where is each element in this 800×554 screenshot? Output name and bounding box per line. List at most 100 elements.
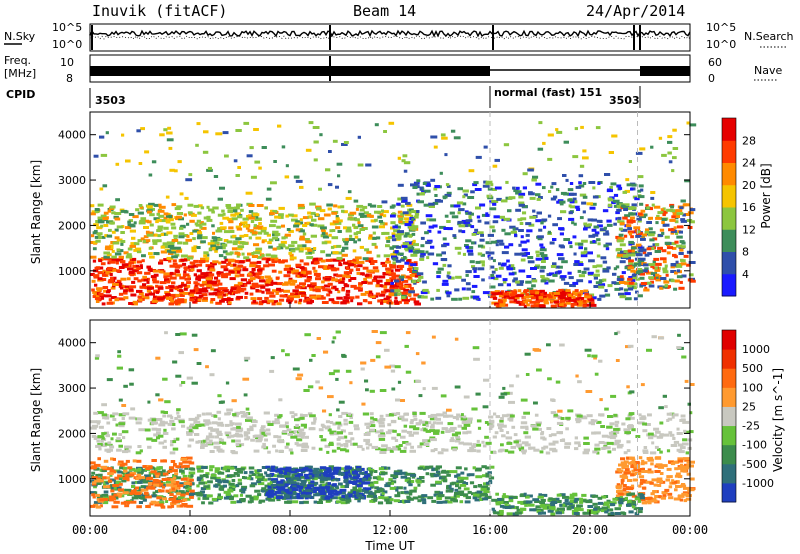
power-cell [366,250,372,254]
power-cell [536,197,541,201]
velocity-cell [364,487,372,491]
power-cell [171,226,177,230]
power-cell [358,212,365,216]
power-cell [568,217,575,221]
power-cell [422,182,427,185]
velocity-cell [405,477,411,481]
power-cell [588,181,596,184]
power-cell [558,227,565,231]
velocity-cell [427,496,434,500]
power-cell [219,186,225,190]
velocity-cell [397,469,403,473]
power-cell [392,225,398,229]
power-cell [408,265,413,269]
power-cell [388,121,395,125]
velocity-cell [185,489,190,493]
power-cell [284,264,291,268]
beam-title: Beam 14 [353,2,416,20]
power-cell [347,263,354,267]
velocity-cell [193,418,198,422]
power-cell [535,219,542,223]
velocity-cell [469,481,475,485]
power-cell [391,234,396,238]
power-cell [310,282,317,286]
power-cell [491,200,499,203]
power-cell [344,284,350,288]
power-cell [233,159,238,163]
power-cell [624,281,631,285]
velocity-cell [678,443,684,447]
velocity-cell [645,423,651,426]
power-cell [461,287,466,291]
velocity-cell [324,496,331,500]
velocity-cell [126,445,132,449]
velocity-cell [277,495,284,499]
velocity-cell [146,479,150,483]
power-cell [288,229,294,233]
velocity-cell [196,484,200,488]
power-cell [671,215,677,219]
velocity-cell [459,500,464,504]
power-cell [397,197,402,201]
velocity-cell [368,483,375,487]
velocity-cell [637,421,645,425]
power-cell [675,260,679,264]
power-cell [268,245,273,249]
velocity-cell [384,498,390,502]
power-cell [187,275,191,279]
colorbar-tick-label: 16 [742,201,756,214]
power-cell [303,299,310,303]
power-cell [669,218,676,222]
velocity-cell [94,491,98,495]
velocity-cell [94,467,100,471]
velocity-cell [264,438,268,442]
power-cell [214,276,219,280]
velocity-cell [357,487,362,491]
velocity-cell [318,476,326,479]
power-cell [525,222,532,226]
power-cell [335,279,341,283]
power-cell [396,278,403,282]
velocity-cell [386,448,393,451]
power-cell [605,230,609,234]
velocity-cell [420,428,424,432]
velocity-cell [615,430,620,434]
power-cell [264,296,269,300]
velocity-cell [320,438,327,442]
velocity-cell [188,467,194,471]
power-cell [253,224,257,228]
power-cell [625,224,632,228]
power-cell [417,295,422,299]
power-cell [565,178,569,182]
power-cell [336,251,343,255]
power-cell [148,292,155,296]
velocity-cell [294,418,300,422]
power-cell [390,281,394,285]
power-cell [224,154,229,158]
power-cell [235,225,242,229]
velocity-cell [220,423,225,427]
power-cell [191,263,195,267]
power-cell [139,205,144,209]
power-cell [265,278,272,282]
velocity-cell [433,473,440,477]
velocity-cell [676,448,683,452]
velocity-cell [205,472,210,476]
velocity-cell [356,484,363,488]
power-cell [462,202,467,206]
velocity-cell [457,424,462,428]
power-cell [495,274,502,278]
power-cell [621,254,627,258]
power-cell [613,193,619,197]
power-cell [388,299,392,303]
power-cell [237,245,245,249]
power-cell [155,284,159,288]
power-cell [99,135,105,139]
velocity-cell [296,478,302,482]
power-cell [175,293,180,297]
power-cell [235,129,242,132]
velocity-cell [139,479,146,482]
power-cell [572,155,579,159]
power-cell [411,280,417,284]
velocity-cell [101,436,105,440]
